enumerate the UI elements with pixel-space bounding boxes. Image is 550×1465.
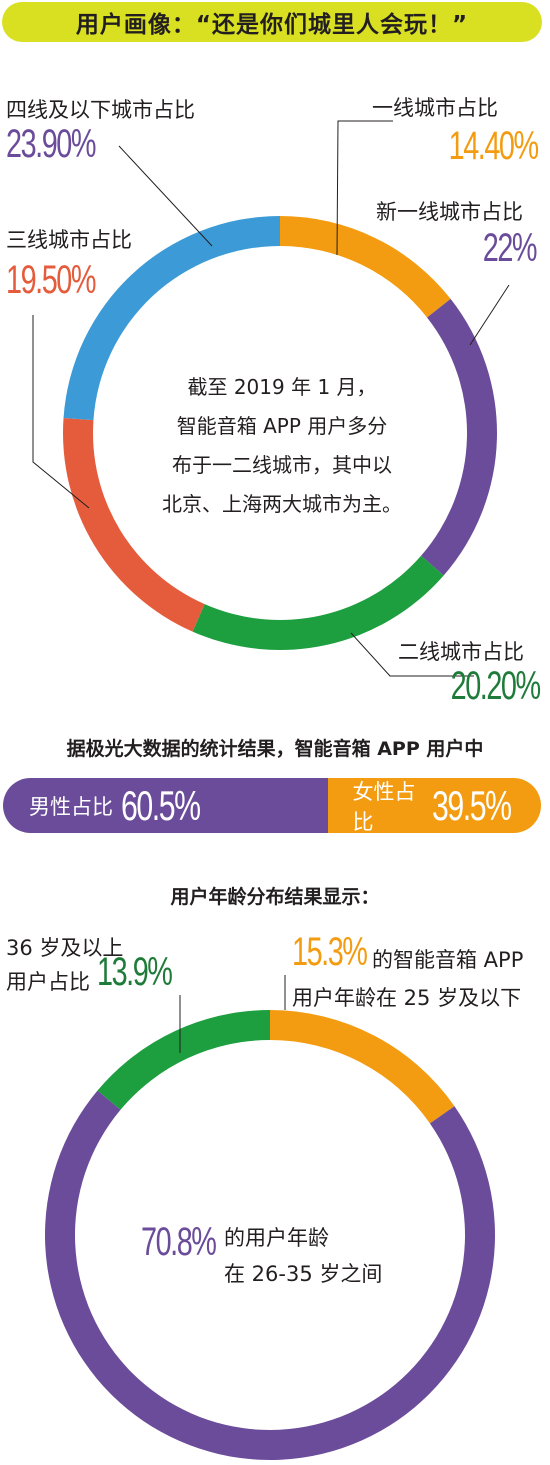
city-slice-2 xyxy=(192,555,444,650)
value-new-tier1: 22% xyxy=(482,226,538,270)
age-old-value: 13.9% xyxy=(97,950,173,994)
age-mid-line2: 在 26-35 岁之间 xyxy=(224,1262,383,1286)
city-center-text: 截至 2019 年 1 月， 智能音箱 APP 用户多分 布于一二线城市，其中以… xyxy=(132,368,432,524)
age-slice-1 xyxy=(45,1090,495,1460)
age-young-value: 15.3% xyxy=(292,930,368,974)
female-label: 女性占比 xyxy=(352,779,416,834)
city-slice-0 xyxy=(280,216,451,318)
center-line-3: 布于一二线城市，其中以 xyxy=(172,453,392,477)
gender-bar-male: 男性占比 60.5% xyxy=(3,778,329,833)
age-young-line1: 的智能音箱 APP xyxy=(372,948,524,972)
label-new-tier1: 新一线城市占比 xyxy=(376,200,523,224)
male-value: 60.5% xyxy=(121,781,201,829)
leader-line-tier4 xyxy=(118,145,213,247)
age-mid-line1: 的用户年龄 xyxy=(224,1226,329,1250)
city-slice-1 xyxy=(421,298,497,576)
city-donut-chart xyxy=(62,216,497,650)
age-young-line2: 用户年龄在 25 岁及以下 xyxy=(292,986,522,1010)
title-banner: 用户画像：“还是你们城里人会玩！” xyxy=(2,2,542,42)
age-slice-0 xyxy=(270,1010,455,1124)
male-label: 男性占比 xyxy=(29,794,113,819)
age-donut-chart xyxy=(45,1010,495,1460)
center-line-1: 截至 2019 年 1 月， xyxy=(187,375,377,399)
value-tier2: 20.20% xyxy=(450,664,541,708)
leader-line-tier3 xyxy=(32,315,90,509)
gender-heading: 据极光大数据的统计结果，智能音箱 APP 用户中 xyxy=(66,738,484,760)
page-title: 用户画像：“还是你们城里人会玩！” xyxy=(75,12,469,38)
age-slice-2 xyxy=(97,1010,271,1110)
leader-line-new-tier1 xyxy=(469,284,510,346)
center-line-4: 北京、上海两大城市为主。 xyxy=(162,492,402,516)
value-tier3: 19.50% xyxy=(6,258,96,302)
age-heading: 用户年龄分布结果显示： xyxy=(170,886,380,908)
age-mid-value: 70.8% xyxy=(141,1220,217,1264)
value-tier4: 23.90% xyxy=(6,122,96,166)
leader-line-tier1 xyxy=(336,120,393,256)
city-slice-3 xyxy=(62,418,205,632)
female-value: 39.5% xyxy=(431,781,512,829)
label-tier2: 二线城市占比 xyxy=(398,640,524,664)
age-old-line1: 36 岁及以上 xyxy=(6,936,124,960)
leader-line-tier2 xyxy=(350,632,474,677)
age-old-line2: 用户占比 xyxy=(6,970,90,994)
gender-bar-female: 女性占比 39.5% xyxy=(328,778,541,833)
leader-lines xyxy=(32,120,510,1053)
center-line-2: 智能音箱 APP 用户多分 xyxy=(176,414,388,438)
label-tier3: 三线城市占比 xyxy=(6,228,132,252)
city-slice-4 xyxy=(63,216,281,421)
label-tier1: 一线城市占比 xyxy=(372,96,498,120)
gender-bar: 男性占比 60.5% 女性占比 39.5% xyxy=(3,778,541,833)
value-tier1: 14.40% xyxy=(448,124,539,168)
label-tier4: 四线及以下城市占比 xyxy=(6,98,195,122)
